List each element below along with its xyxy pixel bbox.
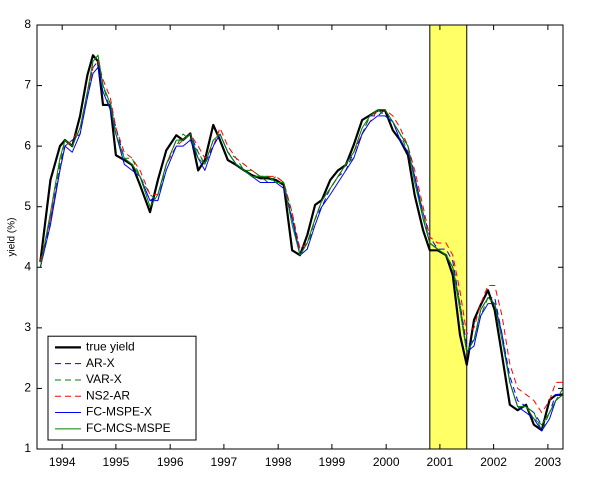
y-tick-label: 1 — [24, 441, 31, 455]
shaded-region — [429, 24, 468, 450]
y-tick-label: 7 — [24, 78, 31, 92]
series-line — [39, 66, 563, 432]
legend-label: FC-MCS-MSPE — [86, 421, 171, 435]
plot-frame — [36, 24, 564, 450]
legend-label: VAR-X — [86, 372, 122, 386]
legend: true yield AR-X VAR-X NS2-AR FC-MSPE-X FC-MCS… — [47, 335, 197, 441]
y-tick-label: 6 — [24, 138, 31, 152]
x-tick-label: 1999 — [319, 455, 346, 469]
legend-box — [47, 335, 197, 441]
series-line — [39, 60, 563, 414]
x-tick-label: 1994 — [49, 455, 76, 469]
y-axis-label: yield (%) — [7, 218, 18, 257]
x-tick-label: 2000 — [373, 455, 400, 469]
legend-label: AR-X — [86, 356, 115, 370]
y-tick-label: 4 — [24, 259, 31, 273]
y-tick-label: 8 — [24, 17, 31, 31]
line-layer — [39, 54, 563, 432]
legend-label: NS2-AR — [86, 388, 130, 402]
x-tick-label: 1998 — [265, 455, 292, 469]
axis-layer: 1 2 3 4 5 6 7 8 1994 1995 1996 1997 1998 1999 2000 2001… — [24, 17, 564, 469]
series-line — [39, 54, 563, 432]
y-tick-label: 2 — [24, 381, 31, 395]
x-tick-label: 2003 — [535, 455, 562, 469]
y-tick-label: 3 — [24, 320, 31, 334]
x-tick-label: 1995 — [103, 455, 130, 469]
y-tick-label: 5 — [24, 199, 31, 213]
x-tick-label: 1997 — [211, 455, 238, 469]
series-line — [39, 54, 563, 426]
x-tick-label: 2002 — [480, 455, 507, 469]
x-tick-label: 2001 — [427, 455, 454, 469]
x-tick-label: 1996 — [157, 455, 184, 469]
legend-label: FC-MSPE-X — [86, 405, 152, 419]
legend-label: true yield — [86, 340, 135, 354]
band-layer — [429, 24, 468, 450]
